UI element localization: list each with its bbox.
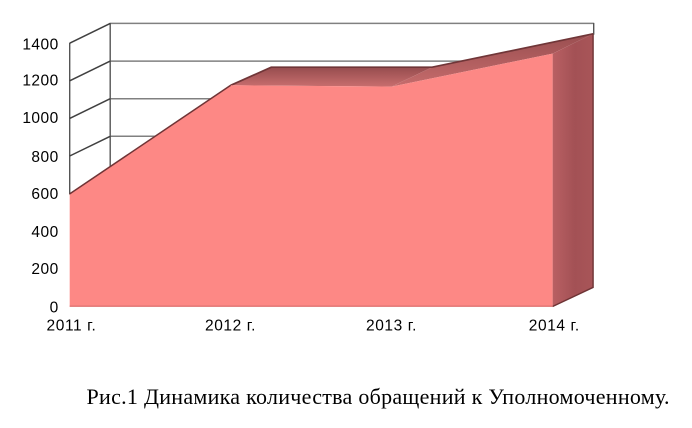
svg-text:2012 г.: 2012 г. bbox=[205, 318, 256, 335]
svg-text:2013 г.: 2013 г. bbox=[366, 318, 417, 335]
svg-text:1400: 1400 bbox=[22, 36, 58, 53]
svg-text:2011 г.: 2011 г. bbox=[47, 318, 97, 335]
svg-text:200: 200 bbox=[31, 261, 58, 278]
svg-text:800: 800 bbox=[31, 149, 58, 166]
svg-text:2014 г.: 2014 г. bbox=[529, 318, 580, 335]
svg-text:600: 600 bbox=[31, 186, 58, 203]
svg-text:1200: 1200 bbox=[22, 72, 58, 89]
svg-text:1000: 1000 bbox=[22, 110, 58, 127]
svg-text:0: 0 bbox=[50, 300, 59, 317]
svg-text:400: 400 bbox=[31, 224, 58, 241]
